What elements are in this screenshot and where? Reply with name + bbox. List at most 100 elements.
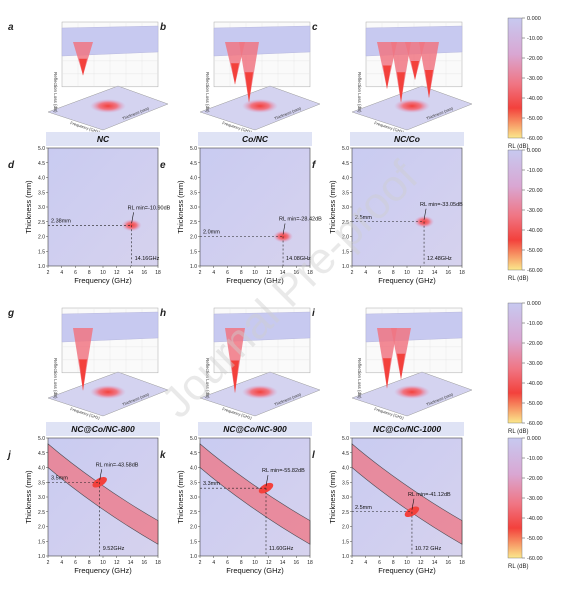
annotation-frequency: 14.16GHz bbox=[135, 256, 160, 262]
y-tick-label: 4.0 bbox=[190, 176, 197, 182]
annotation-frequency: 10.72 GHz bbox=[415, 546, 442, 552]
annotation-thickness: 2.0mm bbox=[203, 230, 220, 236]
x-tick-label: 8 bbox=[240, 560, 243, 566]
y-tick-label: 4.0 bbox=[190, 466, 197, 472]
rl-valley-tip bbox=[231, 63, 239, 85]
contour-plot-area bbox=[47, 147, 159, 267]
panel-letter-f: f bbox=[312, 160, 317, 171]
y-tick-label: 2.0 bbox=[190, 525, 197, 531]
x-tick-label: 14 bbox=[280, 270, 286, 276]
annotation-thickness: 2.38mm bbox=[51, 218, 71, 224]
y-tick-label: 4.5 bbox=[190, 161, 197, 167]
x-tick-label: 2 bbox=[199, 560, 202, 566]
x-tick-label: 16 bbox=[293, 560, 299, 566]
floor-hotspot bbox=[90, 385, 126, 399]
x-tick-label: 6 bbox=[226, 270, 229, 276]
panel-3d-c: Reflection Loss (dB)Frequency (GHz)Thick… bbox=[351, 21, 473, 135]
x-tick-label: 8 bbox=[392, 560, 395, 566]
x-tick-label: 4 bbox=[212, 560, 215, 566]
x-tick-label: 6 bbox=[74, 270, 77, 276]
panel-2d-f: NC/Co 2 4 6 8 10 12 14 16 18 1.0 1.5 2.0 2.5 3.0 3.5 4.0… bbox=[328, 132, 465, 285]
x-tick-label: 10 bbox=[100, 270, 106, 276]
sample-title: Co/NC bbox=[242, 134, 269, 144]
axis-label-rl: Reflection Loss (dB) bbox=[357, 358, 362, 399]
x-tick-label: 8 bbox=[88, 270, 91, 276]
panel-letter-k: k bbox=[160, 450, 166, 461]
x-tick-label: 14 bbox=[128, 560, 134, 566]
y-axis-label: Thickness (mm) bbox=[328, 470, 337, 524]
x-tick-label: 12 bbox=[266, 560, 272, 566]
y-tick-label: 3.5 bbox=[342, 190, 349, 196]
colorbar-tick-label: -60.00 bbox=[527, 556, 543, 562]
y-tick-label: 4.5 bbox=[38, 161, 45, 167]
colorbar-tick-label: -50.00 bbox=[527, 536, 543, 542]
floor-hotspot bbox=[90, 99, 126, 113]
sample-title: NC@Co/NC-900 bbox=[223, 424, 287, 434]
annotation-thickness: 3.3mm bbox=[203, 481, 220, 487]
colorbar-tick-label: -40.00 bbox=[527, 381, 543, 387]
x-tick-label: 6 bbox=[226, 560, 229, 566]
y-tick-label: 5.0 bbox=[190, 436, 197, 442]
sample-title: NC@Co/NC-800 bbox=[71, 424, 135, 434]
sample-title: NC/Co bbox=[394, 134, 420, 144]
x-tick-label: 16 bbox=[141, 560, 147, 566]
y-tick-label: 4.5 bbox=[342, 161, 349, 167]
rl-valley-tip bbox=[383, 358, 391, 389]
colorbar-tick-label: -20.00 bbox=[527, 476, 543, 482]
colorbar-label: RL (dB) bbox=[508, 276, 528, 282]
sample-title-bg bbox=[350, 132, 464, 146]
rl-contour-band bbox=[199, 443, 311, 545]
x-axis-label: Frequency (GHz) bbox=[74, 276, 132, 285]
colorbar-tick-label: -10.00 bbox=[527, 36, 543, 42]
annotation-frequency: 9.52GHz bbox=[103, 546, 125, 552]
y-tick-label: 1.0 bbox=[342, 554, 349, 560]
x-tick-label: 18 bbox=[307, 270, 313, 276]
x-tick-label: 18 bbox=[459, 560, 465, 566]
x-tick-label: 2 bbox=[351, 270, 354, 276]
colorbar-tick-label: -60.00 bbox=[527, 268, 543, 274]
y-tick-label: 1.5 bbox=[342, 539, 349, 545]
panel-2d-d: NC 2 4 6 8 10 12 14 16 18 1.0 1.5 2.0 2.5 3.0 3.5 4.0 4.5… bbox=[24, 132, 171, 285]
colorbar-tick-label: -50.00 bbox=[527, 116, 543, 122]
annotation-thickness: 2.5mm bbox=[355, 505, 372, 511]
y-tick-label: 2.5 bbox=[342, 220, 349, 226]
colorbar-tick-label: -40.00 bbox=[527, 228, 543, 234]
colorbar-label: RL (dB) bbox=[508, 144, 528, 150]
sample-title-bg bbox=[198, 132, 312, 146]
annotation-arrow bbox=[99, 469, 102, 481]
y-tick-label: 1.0 bbox=[342, 264, 349, 270]
y-tick-label: 1.5 bbox=[342, 249, 349, 255]
y-tick-label: 5.0 bbox=[190, 146, 197, 152]
x-tick-label: 14 bbox=[128, 270, 134, 276]
x-tick-label: 12 bbox=[114, 560, 120, 566]
y-tick-label: 2.5 bbox=[38, 220, 45, 226]
axis-label-rl: Reflection Loss (dB) bbox=[53, 358, 58, 399]
floor-hotspot bbox=[394, 385, 430, 399]
y-tick-label: 3.5 bbox=[38, 190, 45, 196]
annotation-frequency: 11.60GHz bbox=[269, 546, 294, 552]
panel-letter-i: i bbox=[312, 308, 315, 319]
panel-letter-d: d bbox=[8, 160, 15, 171]
y-tick-label: 3.5 bbox=[190, 480, 197, 486]
colorbar-tick-label: -30.00 bbox=[527, 496, 543, 502]
y-tick-label: 1.5 bbox=[190, 249, 197, 255]
x-tick-label: 16 bbox=[141, 270, 147, 276]
x-tick-label: 16 bbox=[445, 560, 451, 566]
sample-title: NC bbox=[97, 134, 110, 144]
x-tick-label: 6 bbox=[378, 270, 381, 276]
y-tick-label: 2.0 bbox=[342, 235, 349, 241]
y-tick-label: 5.0 bbox=[38, 436, 45, 442]
rl-valley-tip bbox=[79, 359, 87, 391]
axis-label-rl: Reflection Loss (dB) bbox=[53, 72, 58, 113]
x-tick-label: 2 bbox=[351, 560, 354, 566]
y-tick-label: 5.0 bbox=[342, 146, 349, 152]
annotation-frequency: 12.48GHz bbox=[427, 256, 452, 262]
annotation-rl-min: RL min=-10.90dB bbox=[128, 205, 171, 211]
floor-hotspot bbox=[394, 99, 430, 113]
x-tick-label: 18 bbox=[155, 270, 161, 276]
x-axis-label: Frequency (GHz) bbox=[226, 276, 284, 285]
axis-label-rl: Reflection Loss (dB) bbox=[205, 358, 210, 399]
y-tick-label: 3.0 bbox=[38, 205, 45, 211]
sample-title-bg bbox=[350, 422, 464, 436]
x-tick-label: 18 bbox=[155, 560, 161, 566]
